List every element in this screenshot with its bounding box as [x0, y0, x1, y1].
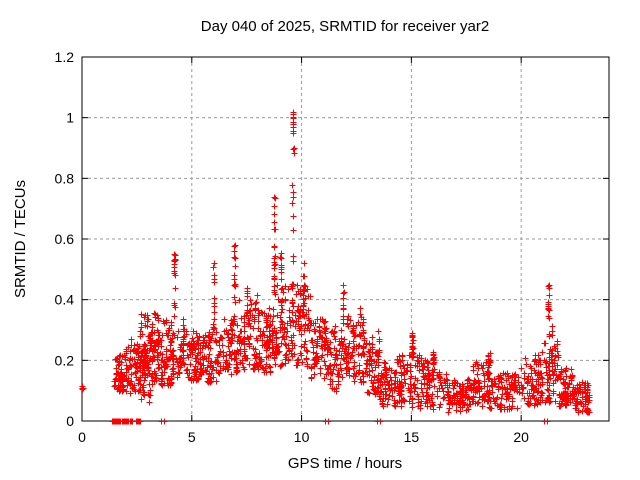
y-tick-label: 1.2 — [55, 49, 75, 65]
x-tick-label: 0 — [78, 429, 86, 445]
data-point-markers — [79, 109, 593, 425]
grid-lines — [82, 57, 609, 421]
x-tick-label: 5 — [188, 429, 196, 445]
chart-title: Day 040 of 2025, SRMTID for receiver yar… — [201, 18, 489, 35]
y-tick-label: 0.4 — [55, 292, 75, 308]
y-tick-label: 0.6 — [55, 231, 75, 247]
axis-ticks — [81, 56, 609, 422]
x-tick-label: 15 — [404, 429, 420, 445]
tick-labels: 0 5 10 15 20 0 0.2 0.4 0.6 0.8 1 1.2 — [55, 49, 530, 445]
scatter-points — [79, 109, 593, 425]
y-tick-label: 1 — [66, 110, 74, 126]
x-axis-label: GPS time / hours — [288, 455, 402, 472]
y-tick-label: 0 — [66, 413, 74, 429]
y-tick-label: 0.2 — [55, 352, 75, 368]
y-tick-label: 0.8 — [55, 170, 75, 186]
y-axis-label: SRMTID / TECUs — [12, 180, 29, 298]
x-tick-label: 10 — [294, 429, 310, 445]
x-tick-label: 20 — [513, 429, 529, 445]
